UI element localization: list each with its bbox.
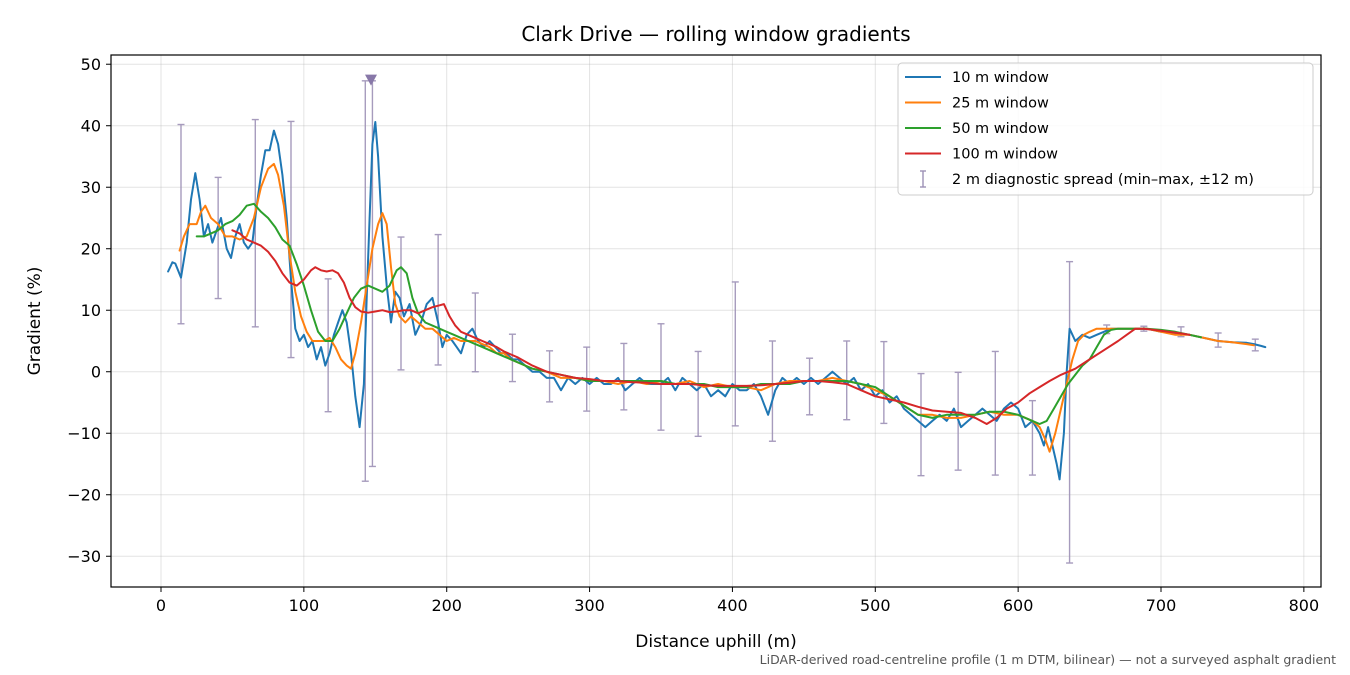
x-tick-label: 700 [1146,596,1177,615]
series-line [231,229,1191,425]
legend-label: 50 m window [952,121,1049,137]
x-axis-title: Distance uphill (m) [635,632,796,652]
y-tick-label: 30 [81,178,101,197]
plot-frame [110,54,1322,588]
legend-label: 25 m window [952,96,1049,112]
footnote: LiDAR-derived road-centreline profile (1… [760,652,1336,667]
y-tick-label: 10 [81,301,101,320]
x-tick-label: 800 [1289,596,1320,615]
legend-swatch [920,170,926,188]
spread-bar [177,123,185,325]
legend-box [897,62,1314,196]
spread-bar [546,350,554,403]
legend-label: 10 m window [952,70,1049,86]
spread-bar [620,342,628,411]
x-tick-label: 0 [156,596,166,615]
grid [111,55,1321,587]
spread-bar [471,292,479,373]
x-tick-label: 500 [860,596,891,615]
x-tick-label: 100 [289,596,320,615]
series-line [195,202,1202,425]
y-tick-label: 0 [91,363,101,382]
spread-bar [214,176,222,300]
spread-bar [361,80,369,482]
spread-bar [287,120,295,359]
spread-bar [324,278,332,413]
y-tick-label: −10 [67,424,101,443]
series-line [178,162,1255,453]
spread-bar [508,333,516,383]
peak-marker-layer [365,74,377,86]
x-tick-label: 200 [431,596,462,615]
spread-bar [694,350,702,438]
legend-label: 2 m diagnostic spread (min–max, ±12 m) [952,172,1254,188]
chart-title: Clark Drive — rolling window gradients [521,22,910,46]
x-tick-label: 300 [574,596,605,615]
series-lines [167,121,1267,481]
y-tick-label: 40 [81,117,101,136]
y-axis-title: Gradient (%) [25,267,45,376]
y-tick-label: 50 [81,55,101,74]
y-tick-label: 20 [81,240,101,259]
axis-ticks: 0 100 200 300 400 500 600 700 800 −30 −20 −10 0 10 20 3… [67,55,1319,615]
spread-bar [880,340,888,425]
spread-bar [806,357,814,416]
peak-marker [365,74,377,86]
spread-bar [1028,399,1036,476]
spread-bar [434,233,442,366]
spread-bar [657,323,665,431]
legend: 10 m window 25 m window 50 m window 100 m w… [897,62,1314,196]
x-tick-label: 600 [1003,596,1034,615]
x-tick-label: 400 [717,596,748,615]
spread-bar [731,281,739,427]
legend-label: 100 m window [952,147,1058,163]
spread-bar [1066,260,1074,564]
y-tick-label: −30 [67,547,101,566]
spread-bar [768,340,776,442]
y-tick-label: −20 [67,486,101,505]
